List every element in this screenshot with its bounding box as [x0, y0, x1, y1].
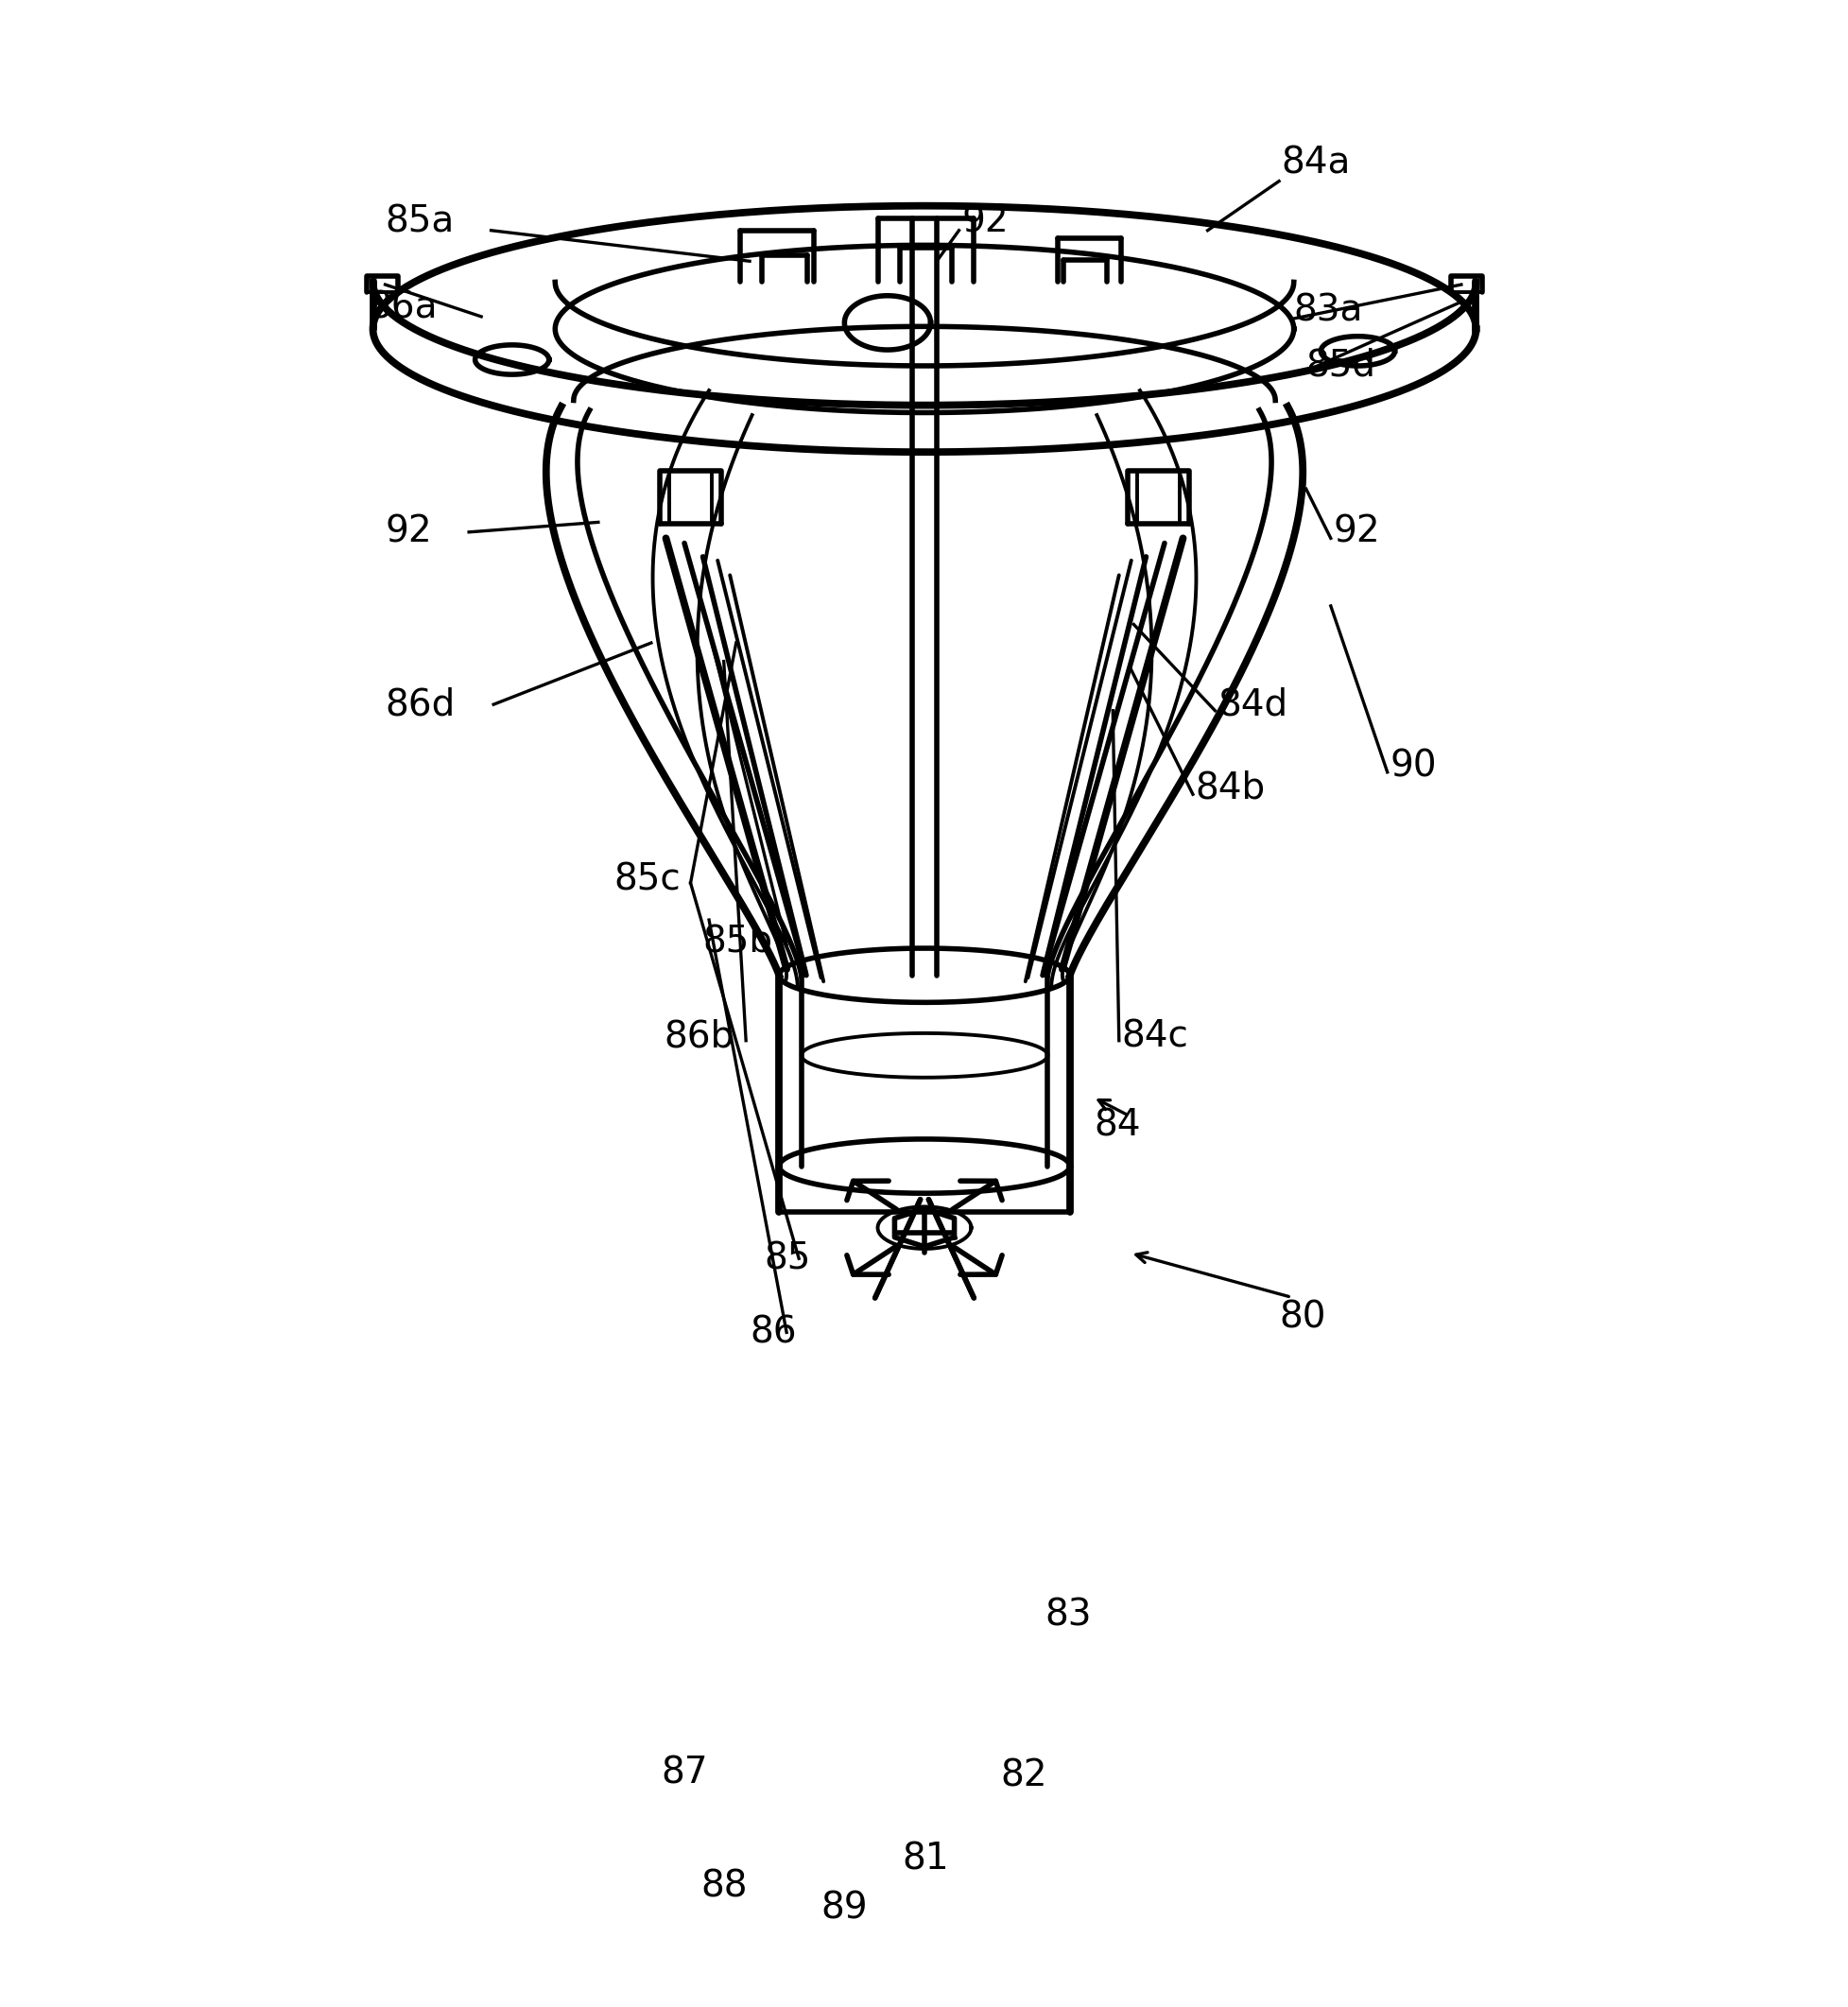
Text: 92: 92: [1332, 514, 1379, 550]
Text: 82: 82: [1000, 1758, 1048, 1794]
Text: 84b: 84b: [1194, 771, 1264, 807]
Text: 90: 90: [1390, 749, 1436, 785]
Text: 86: 86: [748, 1315, 796, 1351]
Text: 84c: 84c: [1122, 1020, 1188, 1056]
Text: 85c: 85c: [614, 861, 680, 897]
Text: 85d: 85d: [1305, 347, 1375, 383]
Text: 80: 80: [1279, 1301, 1325, 1335]
Text: 84d: 84d: [1216, 686, 1286, 723]
Text: 85: 85: [763, 1240, 811, 1276]
Text: 83a: 83a: [1294, 293, 1362, 329]
Text: 85b: 85b: [702, 923, 772, 959]
Text: 92: 92: [961, 205, 1007, 239]
Text: 86a: 86a: [368, 291, 438, 325]
Text: 84a: 84a: [1281, 145, 1351, 181]
Text: 86d: 86d: [384, 686, 455, 723]
Text: 88: 88: [700, 1869, 747, 1905]
Text: 87: 87: [662, 1756, 708, 1790]
Text: 83: 83: [1044, 1598, 1092, 1634]
Text: 81: 81: [902, 1840, 948, 1877]
Text: 92: 92: [384, 514, 432, 550]
Text: 85a: 85a: [384, 205, 455, 239]
Text: 89: 89: [821, 1891, 867, 1927]
Text: 84: 84: [1094, 1108, 1140, 1144]
Text: 86b: 86b: [663, 1020, 734, 1056]
